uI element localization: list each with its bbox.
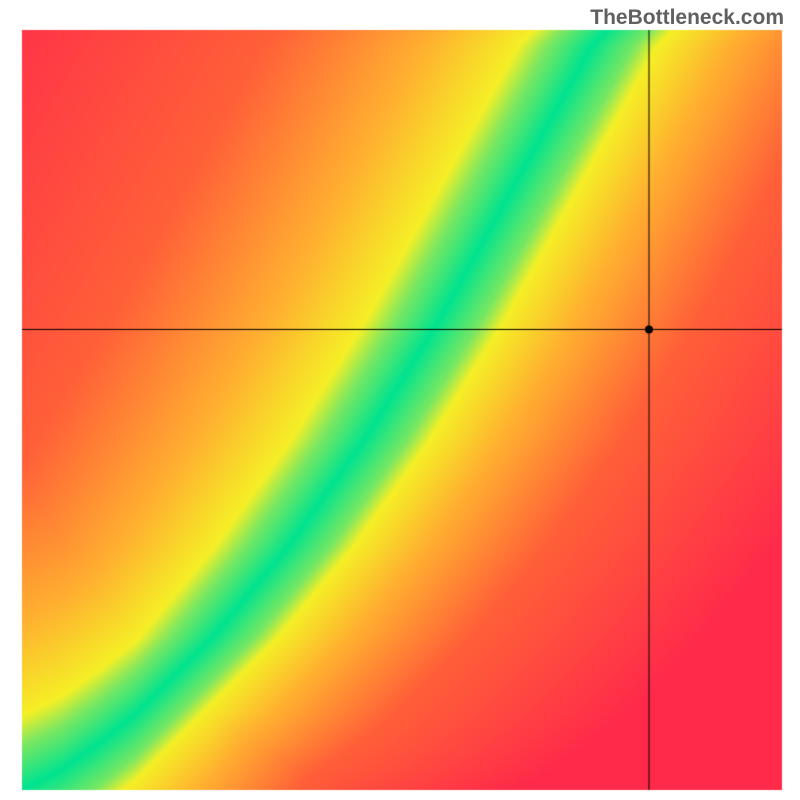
watermark-text: TheBottleneck.com (590, 6, 784, 30)
bottleneck-heatmap (0, 0, 800, 800)
chart-container: TheBottleneck.com (0, 0, 800, 800)
